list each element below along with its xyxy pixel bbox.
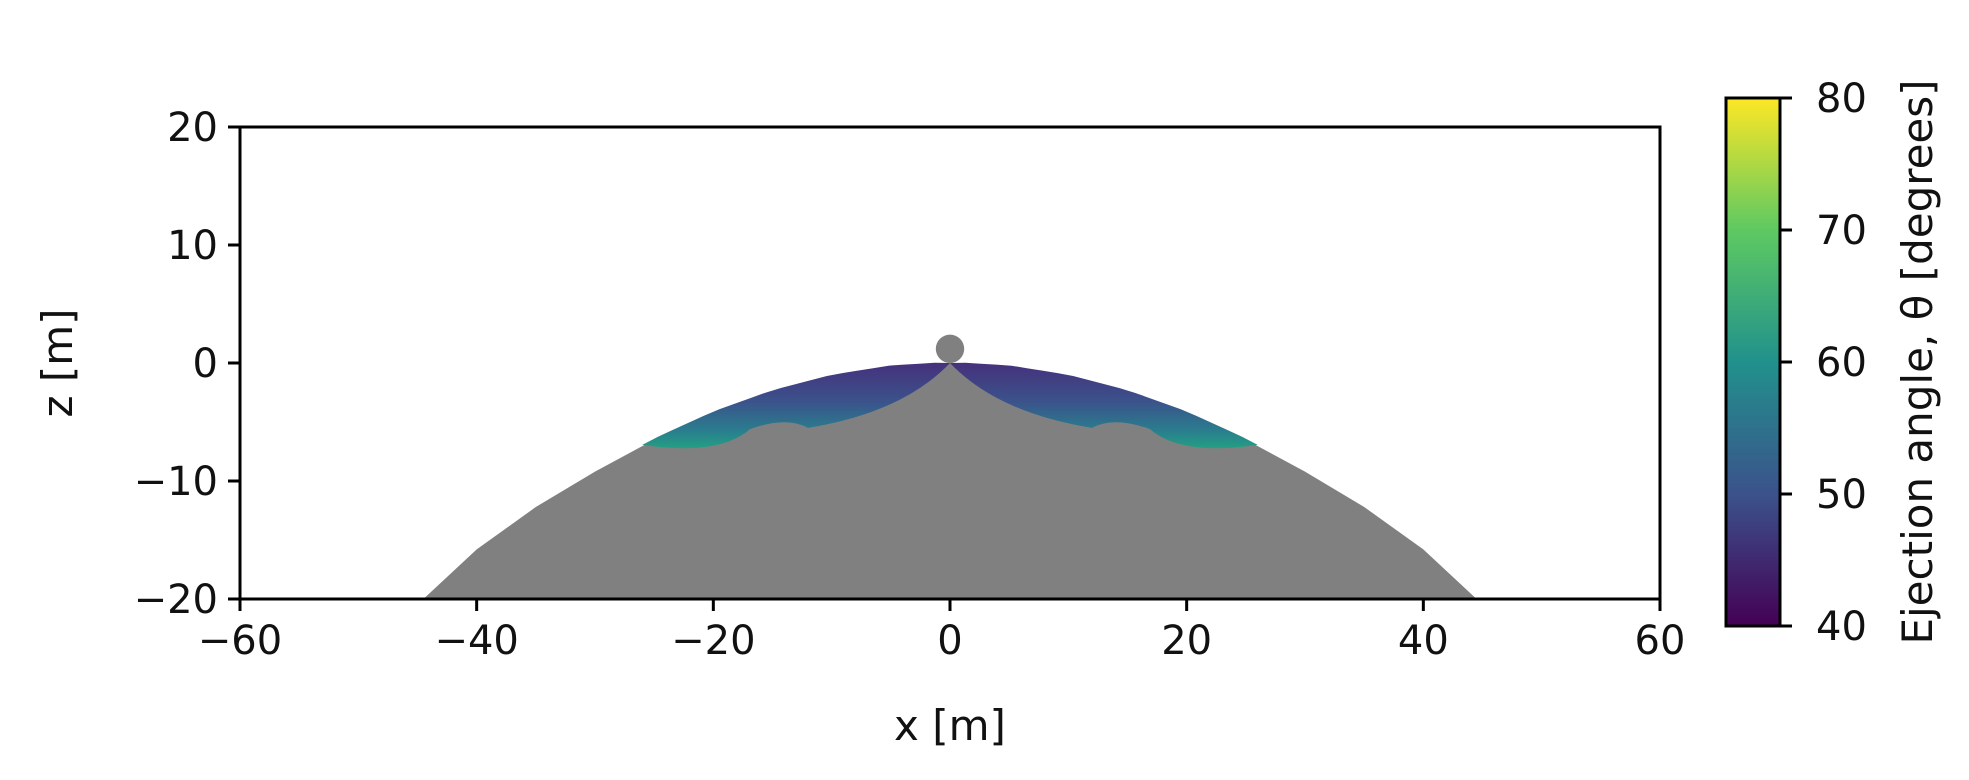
colorbar-tick-label: 60 bbox=[1816, 340, 1867, 386]
target-body bbox=[423, 363, 1477, 599]
x-axis: −60 −40 −20 0 20 40 60 bbox=[198, 599, 1686, 664]
x-tick-label: −60 bbox=[198, 618, 282, 664]
impactor bbox=[935, 334, 965, 364]
y-tick-label: 20 bbox=[167, 105, 218, 151]
y-tick-label: 0 bbox=[193, 341, 218, 387]
y-axis-label: z [m] bbox=[33, 308, 82, 417]
ejecta-field bbox=[642, 362, 1258, 449]
colorbar-tick-label: 40 bbox=[1816, 604, 1867, 650]
colorbar-gradient bbox=[1724, 96, 1782, 628]
ejecta-lobe-left bbox=[642, 362, 950, 449]
y-tick-label: −10 bbox=[134, 459, 218, 505]
x-tick-label: 0 bbox=[937, 618, 962, 664]
y-tick-label: 10 bbox=[167, 223, 218, 269]
x-tick-label: 20 bbox=[1161, 618, 1212, 664]
colorbar: 80 70 60 50 40 Ejection angle, θ [degrees] bbox=[1724, 76, 1942, 650]
colorbar-ticks: 80 70 60 50 40 bbox=[1780, 76, 1867, 650]
y-tick-label: −20 bbox=[134, 577, 218, 623]
plot-area bbox=[423, 334, 1477, 599]
colorbar-tick-label: 80 bbox=[1816, 76, 1867, 122]
x-tick-label: 60 bbox=[1635, 618, 1686, 664]
x-tick-label: −40 bbox=[434, 618, 518, 664]
x-axis-label: x [m] bbox=[894, 701, 1006, 750]
x-tick-label: −20 bbox=[671, 618, 755, 664]
ejecta-lobe-right bbox=[950, 362, 1258, 449]
colorbar-label: Ejection angle, θ [degrees] bbox=[1893, 79, 1942, 644]
colorbar-tick-label: 50 bbox=[1816, 472, 1867, 518]
colorbar-tick-label: 70 bbox=[1816, 208, 1867, 254]
x-tick-label: 40 bbox=[1398, 618, 1449, 664]
y-axis: 20 10 0 −10 −20 bbox=[134, 105, 240, 623]
